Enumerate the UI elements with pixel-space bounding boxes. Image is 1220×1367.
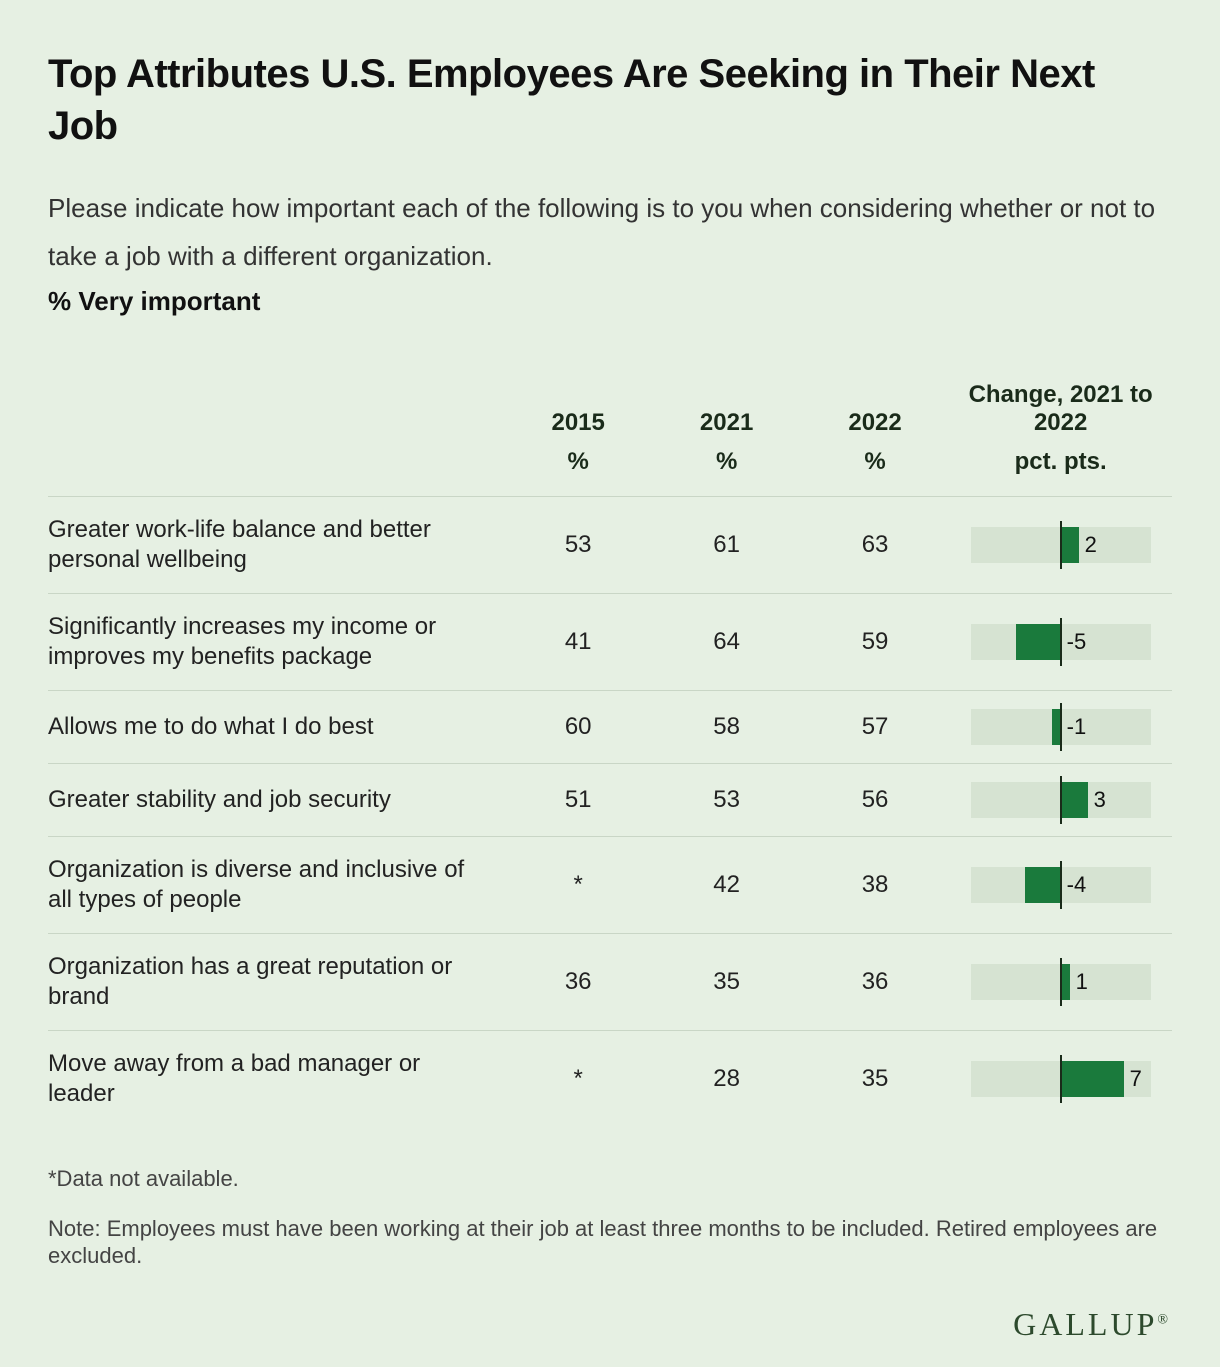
value-cell: 58 — [652, 691, 800, 764]
value-cell: 42 — [652, 837, 800, 934]
col-unit-2015: % — [504, 442, 652, 497]
change-bar-label: -1 — [1067, 714, 1087, 740]
change-bar-fill — [1061, 782, 1088, 818]
value-cell: 53 — [504, 497, 652, 594]
col-header-2022: 2022 — [801, 381, 949, 442]
chart-container: Top Attributes U.S. Employees Are Seekin… — [0, 0, 1220, 1367]
change-cell: 7 — [949, 1031, 1172, 1128]
change-bar: -5 — [971, 624, 1151, 660]
col-unit-attr — [48, 442, 504, 497]
value-cell: 63 — [801, 497, 949, 594]
change-bar: -1 — [971, 709, 1151, 745]
change-bar-label: 1 — [1076, 969, 1088, 995]
attr-cell: Organization has a great reputation or b… — [48, 934, 504, 1031]
value-cell: * — [504, 1031, 652, 1128]
change-cell: 1 — [949, 934, 1172, 1031]
change-bar: 3 — [971, 782, 1151, 818]
change-cell: 2 — [949, 497, 1172, 594]
change-bar-label: 2 — [1085, 532, 1097, 558]
table-row: Allows me to do what I do best605857 -1 — [48, 691, 1172, 764]
value-cell: * — [504, 837, 652, 934]
value-cell: 36 — [504, 934, 652, 1031]
change-bar: -4 — [971, 867, 1151, 903]
attr-cell: Significantly increases my income or imp… — [48, 594, 504, 691]
col-header-2021: 2021 — [652, 381, 800, 442]
change-bar-axis — [1060, 703, 1062, 751]
methodology-note: Note: Employees must have been working a… — [48, 1215, 1172, 1270]
chart-subtitle: Please indicate how important each of th… — [48, 184, 1172, 280]
change-bar-label: -4 — [1067, 872, 1087, 898]
col-unit-2021: % — [652, 442, 800, 497]
change-cell: -1 — [949, 691, 1172, 764]
change-bar: 1 — [971, 964, 1151, 1000]
value-cell: 60 — [504, 691, 652, 764]
value-cell: 28 — [652, 1031, 800, 1128]
value-cell: 53 — [652, 764, 800, 837]
value-cell: 57 — [801, 691, 949, 764]
change-bar-label: 3 — [1094, 787, 1106, 813]
value-cell: 56 — [801, 764, 949, 837]
change-bar-fill — [1061, 527, 1079, 563]
change-bar-fill — [1016, 624, 1061, 660]
attr-cell: Greater stability and job security — [48, 764, 504, 837]
attr-cell: Organization is diverse and inclusive of… — [48, 837, 504, 934]
col-header-change: Change, 2021 to 2022 — [949, 381, 1172, 442]
chart-title: Top Attributes U.S. Employees Are Seekin… — [48, 48, 1172, 152]
change-bar-axis — [1060, 776, 1062, 824]
change-cell: -5 — [949, 594, 1172, 691]
change-bar-axis — [1060, 1055, 1062, 1103]
value-cell: 61 — [652, 497, 800, 594]
attr-cell: Greater work-life balance and better per… — [48, 497, 504, 594]
change-bar-axis — [1060, 958, 1062, 1006]
table-row: Move away from a bad manager or leader*2… — [48, 1031, 1172, 1128]
change-cell: -4 — [949, 837, 1172, 934]
table-row: Greater work-life balance and better per… — [48, 497, 1172, 594]
value-cell: 59 — [801, 594, 949, 691]
change-bar-label: -5 — [1067, 629, 1087, 655]
change-bar-label: 7 — [1130, 1066, 1142, 1092]
col-header-2015: 2015 — [504, 381, 652, 442]
attr-cell: Allows me to do what I do best — [48, 691, 504, 764]
value-cell: 38 — [801, 837, 949, 934]
change-bar-fill — [1025, 867, 1061, 903]
value-cell: 35 — [652, 934, 800, 1031]
data-table: 2015 2021 2022 Change, 2021 to 2022 % % … — [48, 381, 1172, 1127]
col-unit-2022: % — [801, 442, 949, 497]
brand-text: GALLUP — [1013, 1306, 1157, 1342]
col-header-attr — [48, 381, 504, 442]
value-cell: 36 — [801, 934, 949, 1031]
change-bar: 2 — [971, 527, 1151, 563]
change-cell: 3 — [949, 764, 1172, 837]
attr-cell: Move away from a bad manager or leader — [48, 1031, 504, 1128]
change-bar-axis — [1060, 861, 1062, 909]
table-row: Significantly increases my income or imp… — [48, 594, 1172, 691]
change-bar-axis — [1060, 521, 1062, 569]
table-header-row: 2015 2021 2022 Change, 2021 to 2022 — [48, 381, 1172, 442]
footnote: *Data not available. — [48, 1165, 1172, 1193]
change-bar-fill — [1061, 964, 1070, 1000]
metric-label: % Very important — [48, 286, 1172, 317]
change-bar-fill — [1061, 1061, 1124, 1097]
brand-logo: GALLUP® — [48, 1306, 1172, 1343]
change-bar: 7 — [971, 1061, 1151, 1097]
value-cell: 35 — [801, 1031, 949, 1128]
table-row: Organization is diverse and inclusive of… — [48, 837, 1172, 934]
col-unit-change: pct. pts. — [949, 442, 1172, 497]
change-bar-axis — [1060, 618, 1062, 666]
brand-registered-icon: ® — [1157, 1312, 1168, 1327]
value-cell: 51 — [504, 764, 652, 837]
table-row: Organization has a great reputation or b… — [48, 934, 1172, 1031]
value-cell: 64 — [652, 594, 800, 691]
table-row: Greater stability and job security515356… — [48, 764, 1172, 837]
value-cell: 41 — [504, 594, 652, 691]
table-unit-row: % % % pct. pts. — [48, 442, 1172, 497]
